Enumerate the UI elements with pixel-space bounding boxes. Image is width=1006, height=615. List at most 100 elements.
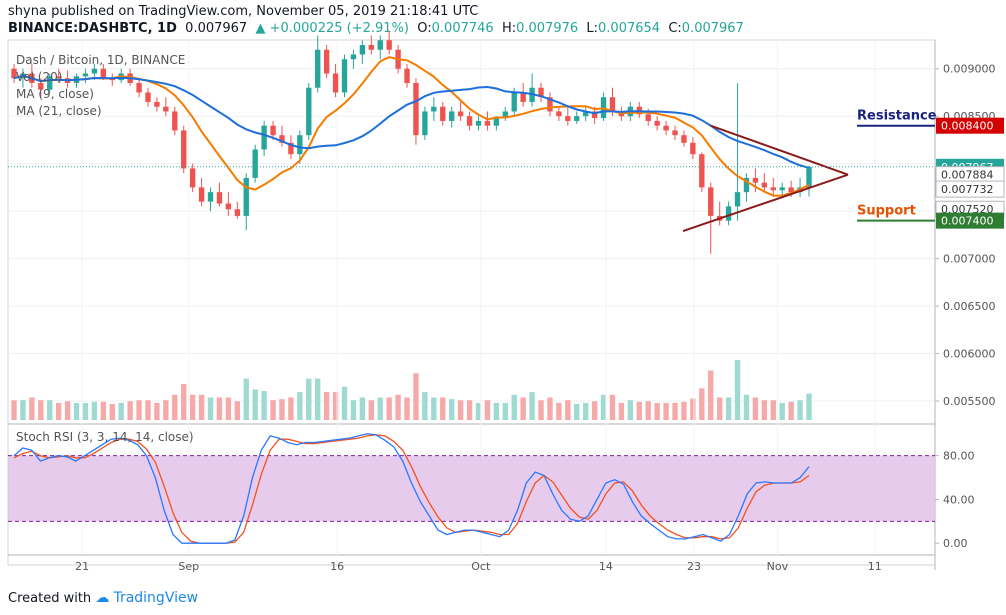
time-tick-label: Oct — [471, 560, 491, 573]
volume-bar — [556, 402, 562, 420]
candle-body — [690, 142, 696, 155]
price-tick-label: 0.006000 — [943, 348, 996, 361]
stoch-d-line — [13, 434, 810, 544]
volume-bar — [547, 397, 553, 420]
price-change: ▲ +0.000225 (+2.91%) — [255, 21, 409, 36]
stoch-tick-label: 0.00 — [943, 537, 968, 550]
stoch-rsi-legend: Stoch RSI (3, 3, 14, 14, close) — [16, 430, 194, 444]
volume-bar — [761, 400, 768, 420]
time-tick-label: 11 — [868, 560, 882, 573]
resistance-annotation: Resistance — [857, 109, 937, 124]
high-label: H: — [501, 21, 517, 36]
volume-bar — [207, 397, 214, 420]
candle-body — [422, 111, 428, 136]
volume-bar — [386, 397, 392, 420]
publisher-line: shyna published on TradingView.com, Nove… — [8, 4, 478, 19]
candle-body — [743, 177, 750, 193]
volume-bar — [770, 400, 776, 420]
volume-bar — [288, 397, 294, 420]
candle-body — [341, 59, 348, 93]
volume-bar — [154, 402, 160, 420]
candle-body — [511, 92, 517, 112]
volume-bar — [440, 397, 446, 420]
volume-bar — [511, 394, 517, 420]
volume-bar — [47, 400, 53, 420]
candle-body — [583, 111, 589, 117]
volume-bar — [145, 400, 151, 420]
volume-bar — [198, 394, 205, 420]
candle-body — [752, 177, 759, 183]
volume-bar — [583, 402, 589, 420]
price-tick-label: 0.006500 — [943, 300, 996, 313]
volume-bar — [225, 397, 232, 420]
candle-body — [672, 130, 678, 136]
volume-bar — [270, 400, 276, 420]
volume-bar — [243, 378, 249, 420]
ma21-legend: MA (21, close) — [16, 104, 102, 118]
publisher-user[interactable]: shyna — [8, 4, 47, 19]
open-label: O: — [417, 21, 432, 36]
lower-trendline — [682, 173, 849, 233]
volume-bar — [172, 394, 178, 420]
candle-body — [368, 45, 374, 50]
candle-body — [91, 68, 98, 74]
volume-bar — [163, 400, 169, 420]
volume-bar — [431, 397, 437, 420]
volume-bar — [136, 400, 142, 420]
low-value: 0.007654 — [598, 21, 661, 36]
tradingview-logo-icon[interactable]: ☁ — [95, 590, 110, 606]
volume-bar — [779, 402, 785, 420]
candle-body — [279, 135, 285, 143]
volume-bar — [91, 401, 98, 420]
volume-bar — [600, 394, 607, 420]
volume-bar — [502, 402, 508, 420]
ohlc-line: BINANCE:DASHBTC, 1D 0.007967 ▲ +0.000225… — [8, 21, 744, 36]
candle-body — [323, 49, 330, 74]
candle-body — [449, 111, 455, 121]
open-value: 0.007746 — [431, 21, 494, 36]
volume-bar — [29, 397, 35, 420]
volume-bar — [708, 370, 714, 420]
volume-bar — [350, 400, 357, 420]
volume-bar — [484, 400, 491, 420]
volume-bar — [663, 402, 669, 420]
price-axis-label-box — [935, 180, 1005, 198]
tradingview-brand[interactable]: TradingView — [113, 590, 199, 606]
price-axis-label: 0.007732 — [941, 183, 994, 196]
price-axis-label: 0.007884 — [941, 169, 994, 182]
volume-bar — [752, 397, 759, 420]
symbol-label[interactable]: BINANCE:DASHBTC, 1D — [8, 21, 177, 36]
volume-bar — [279, 399, 285, 420]
candle-body — [565, 116, 571, 121]
price-axis-label: 0.007400 — [941, 215, 994, 228]
candle-body — [225, 203, 232, 210]
volume-bar — [672, 402, 678, 420]
volume-bar — [806, 393, 812, 420]
candle-body — [699, 154, 705, 188]
volume-bar — [591, 401, 598, 420]
candle-body — [654, 120, 660, 126]
stoch-tick-label: 80.00 — [943, 450, 975, 463]
volume-bar — [323, 392, 330, 420]
volume-bar — [359, 397, 366, 420]
candle-body — [11, 68, 17, 79]
volume-bar — [216, 397, 223, 420]
stoch-rsi-band — [8, 455, 935, 522]
candle-body — [734, 192, 741, 207]
candle-body — [297, 135, 303, 155]
last-price: 0.007967 — [185, 21, 248, 36]
time-tick-label: Sep — [178, 560, 199, 573]
volume-bar — [315, 378, 321, 420]
volume-bar — [636, 401, 642, 420]
candle-body — [198, 187, 205, 202]
candle-body — [413, 82, 419, 136]
candle-body — [154, 101, 160, 107]
candle-body — [288, 142, 294, 155]
candle-body — [234, 209, 240, 216]
volume-bar — [55, 402, 62, 420]
volume-bar — [234, 401, 240, 420]
volume-bar — [404, 397, 410, 420]
time-tick-label: 21 — [75, 560, 89, 573]
candle-body — [136, 82, 142, 93]
